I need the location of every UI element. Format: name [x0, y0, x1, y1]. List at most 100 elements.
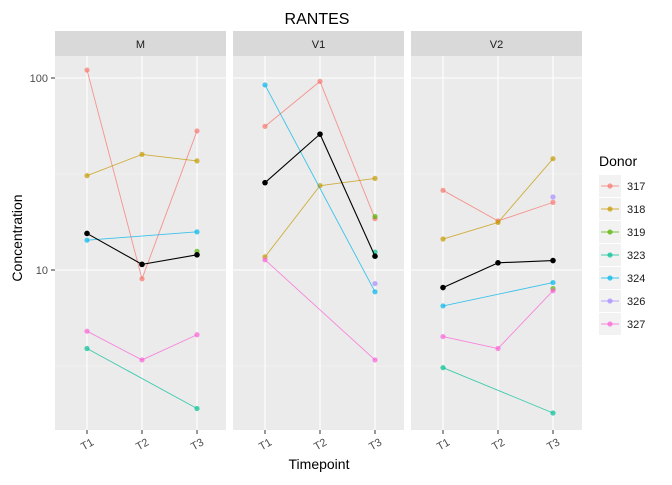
data-point [495, 345, 501, 352]
series-line-segment [86, 69, 143, 279]
legend-item-318: 318 [599, 198, 645, 220]
legend-item-324: 324 [599, 267, 645, 289]
mean-point [262, 179, 268, 186]
series-327 [262, 257, 378, 363]
mean-series [84, 230, 200, 268]
facet-strip [411, 31, 582, 56]
series-327 [440, 288, 556, 352]
data-point [317, 78, 323, 85]
data-point [194, 158, 200, 164]
data-point [372, 175, 378, 181]
mean-point [139, 261, 145, 268]
facet-strip-label: M [136, 39, 145, 51]
series-line-segment [497, 290, 554, 349]
data-point [440, 236, 446, 242]
mean-point [550, 257, 556, 264]
mean-series [262, 131, 378, 259]
data-point [550, 156, 556, 162]
series-line-segment [497, 158, 554, 223]
series-line-segment [264, 81, 321, 127]
data-point [372, 289, 378, 295]
facet-panels: M T1 T2 T3 V1 T1 T2 T3 V2 T1 T2 T3 [55, 31, 582, 453]
legend-key-point [607, 206, 613, 212]
series-326 [372, 280, 378, 287]
data-point [440, 303, 446, 309]
data-point [440, 187, 446, 193]
series-323 [84, 345, 200, 412]
mean-point [194, 251, 200, 258]
legend-label: 324 [627, 273, 645, 285]
series-324 [262, 82, 378, 295]
series-line-segment [319, 81, 376, 219]
series-line-segment [86, 348, 198, 409]
legend-item-327: 327 [599, 313, 645, 335]
data-point [139, 151, 145, 158]
legend-item-326: 326 [599, 290, 645, 312]
series-line-segment [264, 185, 321, 258]
mean-point [440, 284, 446, 291]
legend-key-point [607, 252, 613, 258]
mean-point [84, 230, 90, 237]
legend-item-323: 323 [599, 244, 645, 266]
legend-label: 317 [627, 181, 645, 193]
series-317 [262, 78, 378, 222]
series-318 [440, 156, 556, 242]
x-tick-label: T2 [134, 436, 151, 453]
data-point [84, 67, 90, 73]
facet-panel-v2: V2 T1 T2 T3 [411, 31, 582, 453]
mean-line-segment [141, 254, 198, 265]
data-point [550, 199, 556, 205]
x-tick-label: T2 [312, 436, 329, 453]
series-327 [84, 328, 200, 363]
series-324 [440, 279, 556, 309]
series-line-segment [497, 201, 554, 222]
data-point [372, 280, 378, 287]
mean-series [440, 257, 556, 291]
y-tick-label: 100 [30, 73, 48, 85]
data-point [550, 288, 556, 294]
data-point [84, 328, 90, 334]
y-tick-label: 10 [36, 265, 48, 277]
legend-label: 319 [627, 227, 645, 239]
series-line-segment [86, 153, 143, 177]
facet-panel-m: M T1 T2 T3 [55, 31, 226, 453]
facet-strip-label: V1 [312, 39, 325, 51]
series-line-segment [86, 330, 143, 361]
data-point [262, 123, 268, 129]
legend-key-point [607, 298, 613, 304]
mean-point [372, 253, 378, 259]
mean-line-segment [86, 232, 143, 265]
series-line-segment [264, 84, 376, 293]
series-324 [84, 229, 200, 243]
legend-label: 326 [627, 296, 645, 308]
data-point [84, 237, 90, 243]
x-tick-label: T1 [257, 436, 274, 453]
series-line-segment [86, 231, 198, 241]
x-tick-label: T3 [545, 436, 562, 453]
data-point [495, 219, 501, 225]
series-line-segment [319, 177, 376, 187]
legend-key-point [607, 321, 613, 327]
mean-line-segment [497, 260, 554, 264]
series-318 [262, 175, 378, 260]
data-point [194, 405, 200, 412]
x-tick-label: T1 [435, 436, 452, 453]
y-axis-label: Concentration [9, 194, 25, 281]
series-line-segment [264, 259, 376, 361]
y-axis: 10 100 [30, 73, 55, 277]
mean-line-segment [442, 262, 499, 289]
data-point [262, 82, 268, 88]
mean-point [317, 131, 323, 137]
series-318 [84, 151, 200, 179]
x-tick-label: T3 [367, 436, 384, 453]
data-point [372, 213, 378, 220]
series-line-segment [442, 189, 499, 222]
data-point [440, 365, 446, 371]
data-point [550, 410, 556, 416]
data-point [139, 276, 145, 282]
data-point [84, 173, 90, 179]
x-tick-label: T1 [79, 436, 96, 453]
series-line-segment [141, 334, 198, 361]
legend-title: Donor [599, 153, 637, 169]
